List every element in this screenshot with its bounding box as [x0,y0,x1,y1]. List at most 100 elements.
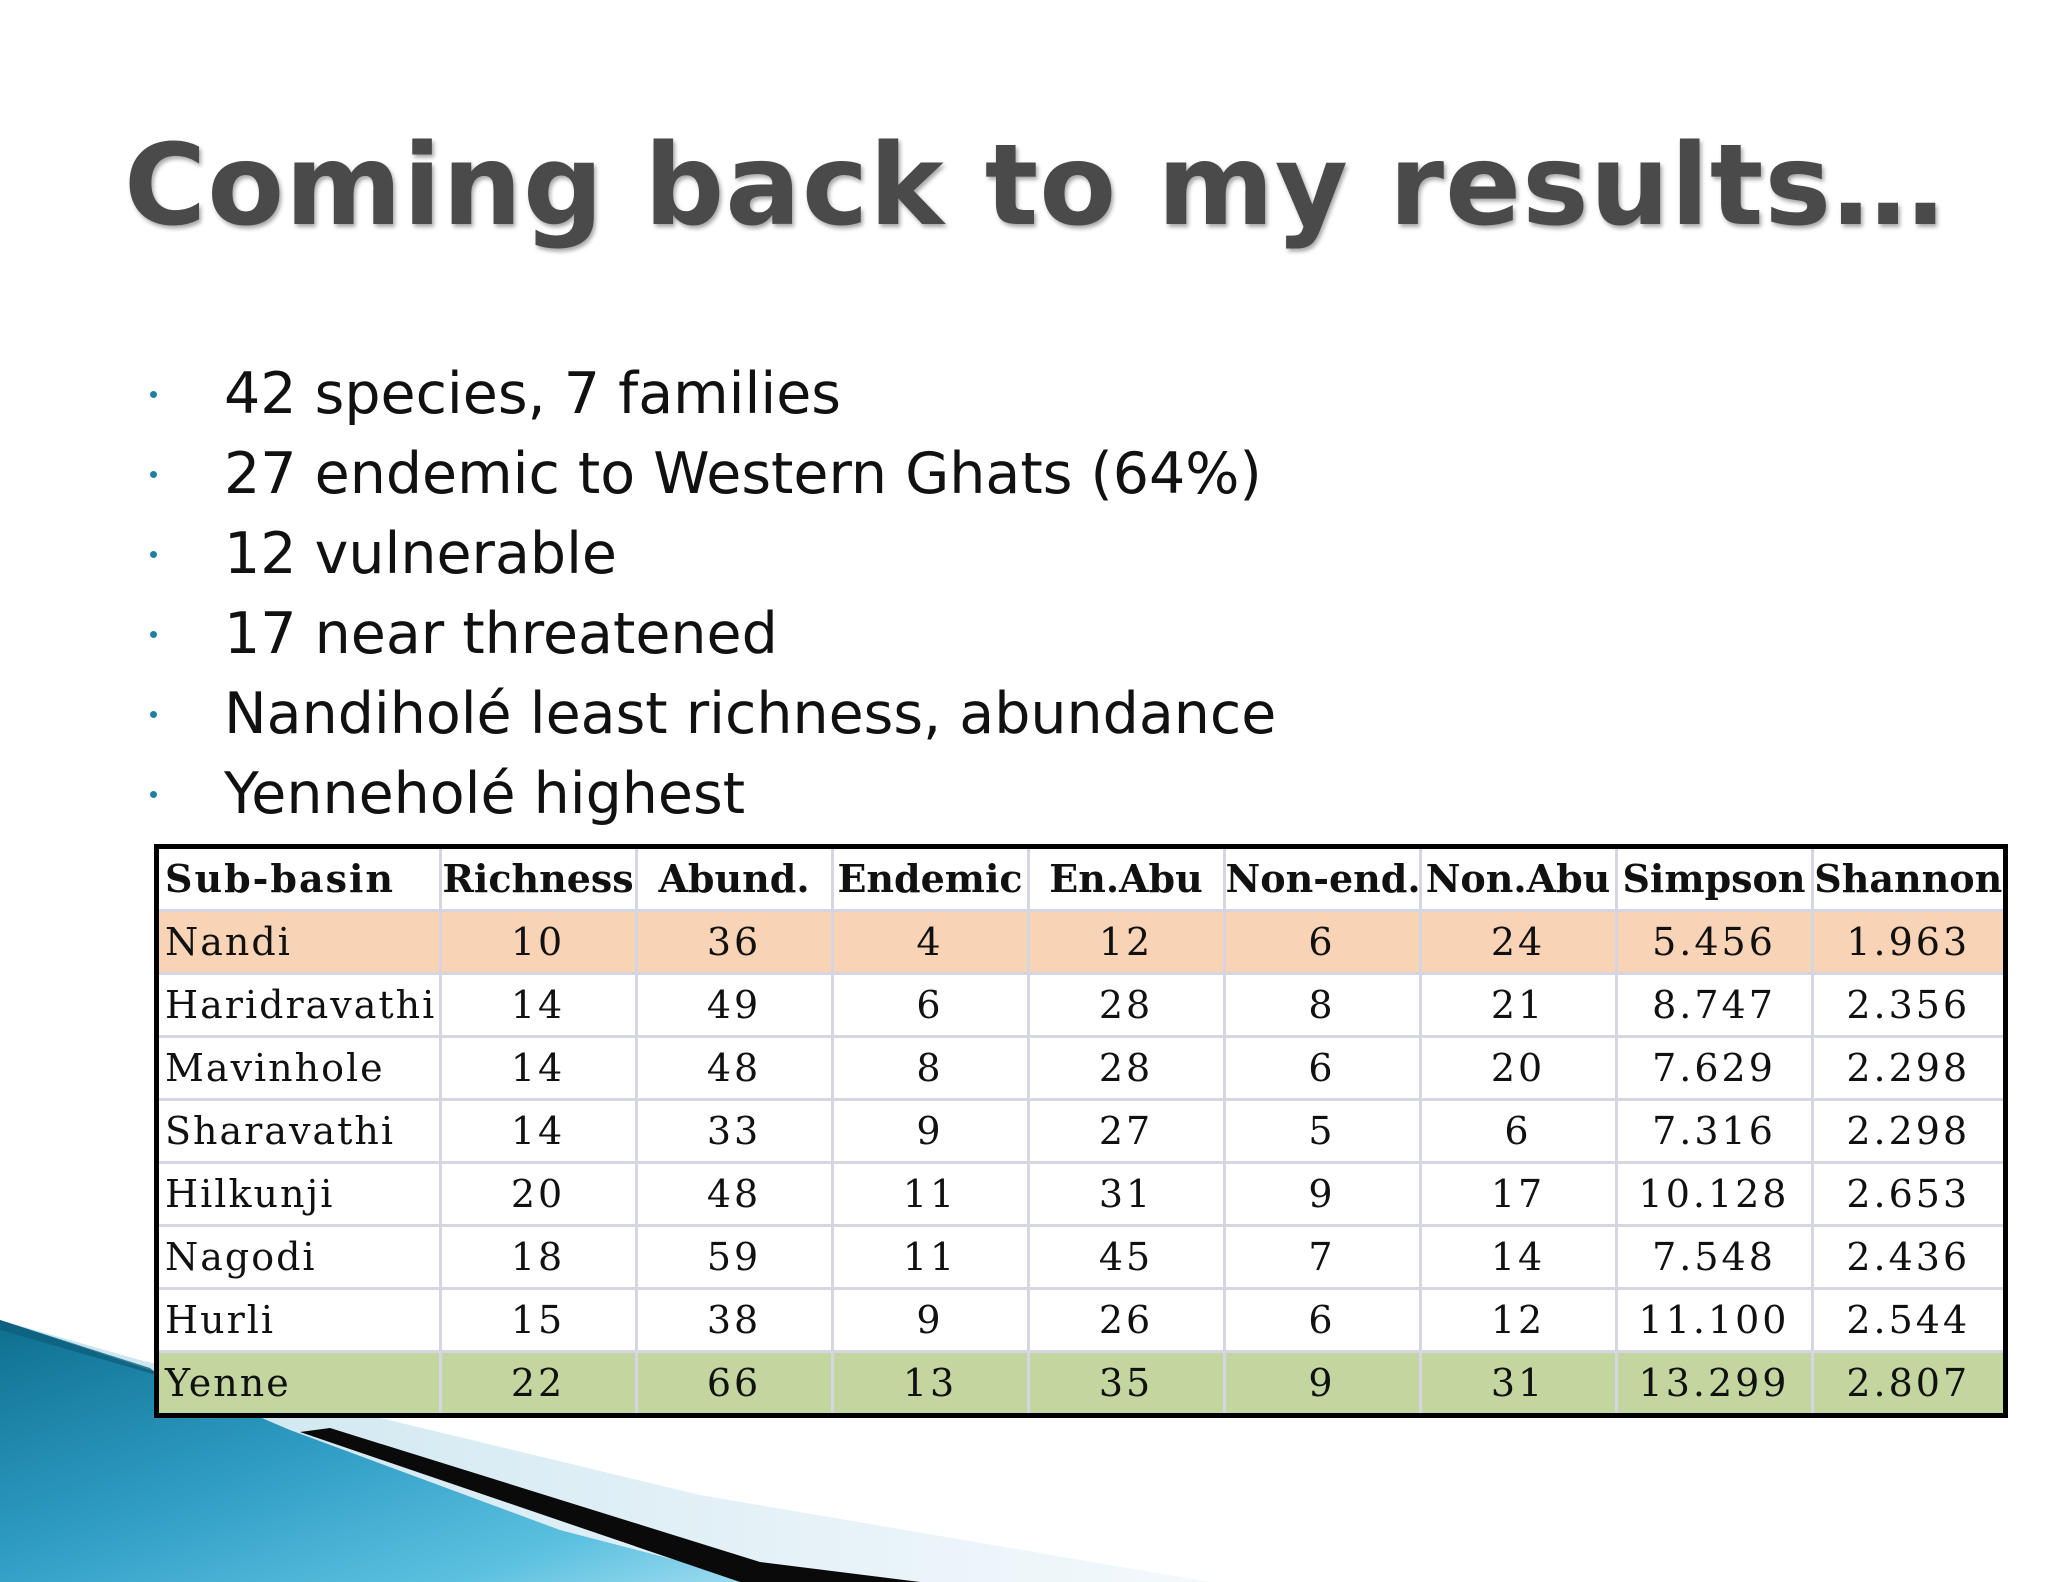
bullet-dot-icon [150,711,157,718]
table-cell: 45 [1026,1224,1226,1290]
table-cell: 7 [1222,1224,1422,1290]
column-header: Richness [438,849,638,912]
table-cell: 5.456 [1614,909,1814,975]
table-cell: 1.963 [1810,909,2003,975]
table-row: Haridravathi 14 49 6 28 8 21 8.747 2.356 [159,972,2003,1038]
table-cell: 2.298 [1810,1098,2003,1164]
table-cell: 11.100 [1614,1287,1814,1353]
column-header: Non-end. [1222,849,1422,912]
table-row: Hurli 15 38 9 26 6 12 11.100 2.544 [159,1287,2003,1353]
table-cell: Haridravathi [159,972,442,1038]
bullet-text: Yenneholé highest [224,761,746,827]
table-cell: 48 [634,1161,834,1227]
table-cell: 33 [634,1098,834,1164]
table-cell: 15 [438,1287,638,1353]
table-cell: 4 [830,909,1030,975]
table-row: Mavinhole 14 48 8 28 6 20 7.629 2.298 [159,1035,2003,1101]
table-cell: 2.298 [1810,1035,2003,1101]
table-row: Nagodi 18 59 11 45 7 14 7.548 2.436 [159,1224,2003,1290]
table-cell: 26 [1026,1287,1226,1353]
bullet-dot-icon [150,471,157,478]
column-header: Sub-basin [159,849,442,912]
table-cell: 12 [1026,909,1226,975]
table-cell: Hurli [159,1287,442,1353]
table-cell: 14 [438,972,638,1038]
bullet-dot-icon [150,791,157,798]
table-cell: 9 [830,1098,1030,1164]
table-cell: 9 [1222,1350,1422,1413]
table-cell: 28 [1026,972,1226,1038]
table-cell: 28 [1026,1035,1226,1101]
table-cell: 6 [1222,909,1422,975]
results-table-container: Sub-basin Richness Abund. Endemic En.Abu… [154,844,2008,1418]
table-cell: Hilkunji [159,1161,442,1227]
table-cell: 17 [1418,1161,1618,1227]
table-cell: 7.316 [1614,1098,1814,1164]
table-cell: 35 [1026,1350,1226,1413]
table-cell: Nandi [159,909,442,975]
table-cell: Sharavathi [159,1098,442,1164]
table-cell: 66 [634,1350,834,1413]
results-table: Sub-basin Richness Abund. Endemic En.Abu… [159,849,2003,1413]
table-cell: 2.807 [1810,1350,2003,1413]
table-cell: 10 [438,909,638,975]
table-cell: Mavinhole [159,1035,442,1101]
table-cell: 12 [1418,1287,1618,1353]
bullet-dot-icon [150,551,157,558]
bullet-text: 42 species, 7 families [224,361,841,427]
table-cell: 8 [1222,972,1422,1038]
column-header: En.Abu [1026,849,1226,912]
table-cell: 49 [634,972,834,1038]
bullet-dot-icon [150,631,157,638]
table-cell: 7.629 [1614,1035,1814,1101]
column-header: Shannon [1810,849,2003,912]
bullet-text: 27 endemic to Western Ghats (64%) [224,441,1262,507]
table-cell: 6 [1222,1287,1422,1353]
table-cell: 31 [1026,1161,1226,1227]
table-cell: 20 [438,1161,638,1227]
table-cell: 5 [1222,1098,1422,1164]
table-cell: 27 [1026,1098,1226,1164]
table-cell: 7.548 [1614,1224,1814,1290]
column-header: Endemic [830,849,1030,912]
table-cell: 8.747 [1614,972,1814,1038]
table-row: Sharavathi 14 33 9 27 5 6 7.316 2.298 [159,1098,2003,1164]
table-cell: 21 [1418,972,1618,1038]
table-cell: 24 [1418,909,1618,975]
table-cell: 13 [830,1350,1030,1413]
table-cell: 18 [438,1224,638,1290]
table-cell: 31 [1418,1350,1618,1413]
table-cell: 9 [830,1287,1030,1353]
table-row: Yenne 22 66 13 35 9 31 13.299 2.807 [159,1350,2003,1413]
table-cell: 14 [438,1098,638,1164]
table-cell: 14 [438,1035,638,1101]
column-header: Abund. [634,849,834,912]
slide-title: Coming back to my results… [124,121,1946,251]
table-cell: 22 [438,1350,638,1413]
table-cell: 2.544 [1810,1287,2003,1353]
table-cell: 36 [634,909,834,975]
column-header: Non.Abu [1418,849,1618,912]
bullet-text: 12 vulnerable [224,521,617,587]
table-cell: 11 [830,1224,1030,1290]
table-cell: 14 [1418,1224,1618,1290]
table-cell: 13.299 [1614,1350,1814,1413]
table-cell: 38 [634,1287,834,1353]
column-header: Simpson [1614,849,1814,912]
table-cell: 6 [830,972,1030,1038]
table-cell: 10.128 [1614,1161,1814,1227]
table-header-row: Sub-basin Richness Abund. Endemic En.Abu… [159,849,2003,912]
table-row: Nandi 10 36 4 12 6 24 5.456 1.963 [159,909,2003,975]
table-cell: 2.356 [1810,972,2003,1038]
decorative-swoosh-graphic [0,1320,1210,1582]
table-row: Hilkunji 20 48 11 31 9 17 10.128 2.653 [159,1161,2003,1227]
table-cell: 9 [1222,1161,1422,1227]
table-cell: 2.436 [1810,1224,2003,1290]
bullet-dot-icon [150,391,157,398]
table-cell: 6 [1418,1098,1618,1164]
table-cell: 2.653 [1810,1161,2003,1227]
bullet-text: 17 near threatened [224,601,778,667]
table-cell: 6 [1222,1035,1422,1101]
table-cell: 59 [634,1224,834,1290]
table-cell: 48 [634,1035,834,1101]
